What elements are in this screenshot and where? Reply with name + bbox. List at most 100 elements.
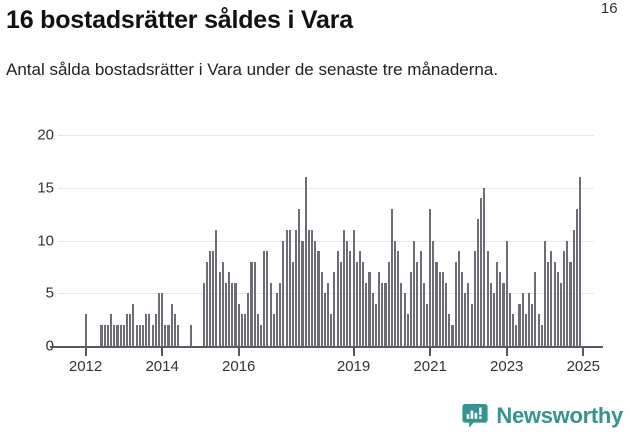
bar xyxy=(234,282,237,346)
bar xyxy=(263,251,266,346)
bar xyxy=(154,314,157,346)
bar xyxy=(291,261,294,346)
bar xyxy=(304,177,307,346)
bar xyxy=(228,272,231,346)
bar xyxy=(237,303,240,346)
bar xyxy=(336,251,339,346)
bar xyxy=(323,293,326,346)
bar xyxy=(161,293,164,346)
bar xyxy=(512,314,515,346)
brand-name: Newsworthy xyxy=(496,403,623,428)
y-axis-tick-label: 20 xyxy=(37,126,54,144)
bar xyxy=(537,314,540,346)
bar xyxy=(240,314,243,346)
bar xyxy=(339,261,342,346)
x-axis-tick-mark xyxy=(237,347,240,356)
bar xyxy=(103,324,106,346)
bar xyxy=(342,229,346,346)
bar xyxy=(170,303,173,346)
bar xyxy=(135,324,138,346)
bar xyxy=(390,208,393,346)
bar xyxy=(177,324,180,346)
bar xyxy=(167,324,170,346)
bar xyxy=(317,251,320,346)
bar xyxy=(429,208,432,346)
bar xyxy=(116,324,119,346)
bar xyxy=(244,314,247,346)
bar xyxy=(333,272,336,346)
bar xyxy=(260,324,263,346)
bar xyxy=(145,314,148,346)
bar xyxy=(425,303,428,346)
bar xyxy=(521,293,524,346)
bar xyxy=(550,251,553,346)
bar xyxy=(298,208,301,346)
x-axis-tick-label: 2023 xyxy=(490,358,524,375)
x-axis-tick-mark xyxy=(505,347,508,356)
gridline xyxy=(58,135,594,136)
bar xyxy=(419,251,422,346)
bar xyxy=(518,303,521,346)
bar xyxy=(579,177,582,346)
bar xyxy=(524,314,527,346)
bar xyxy=(352,229,355,346)
x-axis-tick-label: 2019 xyxy=(336,358,371,375)
bar xyxy=(384,282,387,346)
y-axis-tick-label: 0 xyxy=(10,338,54,355)
bar xyxy=(540,324,543,346)
bar xyxy=(320,272,323,346)
bar xyxy=(400,282,403,346)
bar xyxy=(231,282,234,346)
bar xyxy=(129,314,132,346)
bar xyxy=(575,208,578,346)
gridline xyxy=(58,240,594,242)
bar xyxy=(451,324,454,346)
x-axis-tick-mark xyxy=(582,347,585,356)
x-axis-tick-mark xyxy=(352,347,355,356)
bar xyxy=(515,324,518,346)
bar xyxy=(173,314,176,346)
chart-subtitle: Antal sålda bostadsrätter i Vara under d… xyxy=(6,60,499,79)
y-axis-tick-label: 5 xyxy=(45,284,54,302)
bar xyxy=(374,303,377,346)
bar xyxy=(464,293,467,346)
bar xyxy=(288,229,291,346)
bar xyxy=(224,282,227,346)
bar xyxy=(441,272,444,346)
bar xyxy=(563,251,566,346)
bar xyxy=(416,261,419,346)
bar xyxy=(461,272,464,346)
x-axis-tick-label: 2021 xyxy=(413,358,447,375)
bar xyxy=(330,314,333,346)
bar xyxy=(534,272,537,346)
bar xyxy=(362,261,365,346)
bar xyxy=(387,261,390,346)
bar xyxy=(202,282,205,346)
bar xyxy=(543,240,547,346)
x-axis-tick-mark xyxy=(84,347,87,356)
bar xyxy=(164,324,167,346)
bar xyxy=(311,229,314,346)
bar xyxy=(189,324,192,346)
bar xyxy=(132,303,135,346)
bar xyxy=(508,293,511,346)
bar xyxy=(358,251,361,346)
bar xyxy=(566,240,569,346)
bar xyxy=(409,272,413,346)
bar xyxy=(148,314,151,346)
y-axis-tick-label: 10 xyxy=(37,232,54,249)
bar xyxy=(406,314,409,346)
x-axis-line xyxy=(50,346,603,348)
bar xyxy=(253,261,256,346)
bar xyxy=(314,240,317,346)
x-axis-tick-label: 2025 xyxy=(566,358,600,375)
bar xyxy=(205,261,208,346)
bar xyxy=(138,324,141,346)
bar xyxy=(371,293,374,346)
gridline xyxy=(58,293,594,295)
bar xyxy=(275,293,279,346)
bar xyxy=(295,229,298,346)
bar xyxy=(432,240,435,346)
x-axis-tick-label: 2014 xyxy=(145,358,179,375)
